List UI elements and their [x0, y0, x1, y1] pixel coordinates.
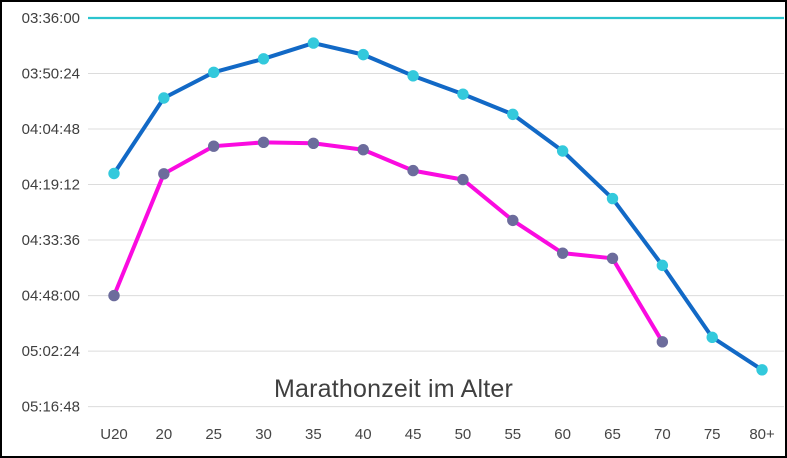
y-axis-tick-label: 04:04:48	[22, 121, 80, 138]
series_magenta-data-point	[158, 168, 170, 180]
x-axis-category-label: 65	[604, 426, 621, 443]
x-axis-category-label: 70	[654, 426, 671, 443]
y-axis-tick-label: 05:16:48	[22, 399, 80, 416]
series_blue-data-point	[158, 92, 170, 104]
y-axis-tick-label: 05:02:24	[22, 343, 80, 360]
y-axis-tick-label: 04:33:36	[22, 232, 80, 249]
series_blue-data-point	[407, 70, 419, 82]
series_blue-data-point	[756, 364, 768, 376]
x-axis-category-label: 30	[255, 426, 272, 443]
y-axis-tick-label: 04:48:00	[22, 288, 80, 305]
series_blue-data-point	[556, 145, 569, 157]
x-axis-category-label: 45	[405, 426, 422, 443]
y-axis-tick-label: 03:50:24	[22, 66, 80, 83]
y-axis-tick-label: 03:36:00	[22, 10, 80, 27]
x-axis-category-label: 55	[504, 426, 521, 443]
x-axis-category-label: 35	[305, 426, 322, 443]
series_blue-data-point	[457, 88, 469, 100]
x-axis-category-label: 25	[205, 426, 222, 443]
x-axis-category-label: 40	[355, 426, 372, 443]
series_magenta-data-point	[108, 289, 120, 302]
series_blue-data-point	[307, 37, 320, 49]
y-axis-tick-label: 04:19:12	[22, 177, 80, 194]
series_magenta-data-point	[507, 214, 519, 227]
series_magenta-data-point	[556, 247, 569, 259]
series_magenta-data-point	[457, 173, 469, 186]
series_magenta-data-point	[357, 144, 369, 156]
series_magenta-data-point	[257, 136, 270, 149]
series_blue-data-point	[108, 167, 120, 180]
x-axis-category-label: 60	[554, 426, 571, 443]
x-axis-category-label: 20	[156, 426, 173, 443]
series_blue-data-point	[208, 66, 220, 78]
x-axis-category-label: 75	[704, 426, 721, 443]
series_magenta-data-point	[606, 252, 619, 265]
series_magenta-data-point	[307, 137, 320, 149]
series_magenta-data-point	[208, 140, 220, 152]
x-axis-category-label: 50	[455, 426, 472, 443]
series_magenta-data-point	[407, 164, 419, 177]
series_magenta-data-point	[656, 336, 669, 348]
series_blue-data-point	[357, 48, 369, 61]
series_magenta-line	[112, 140, 665, 344]
series_blue-data-point	[656, 259, 669, 272]
series_blue-data-point	[606, 192, 619, 205]
series_blue-data-point	[257, 53, 270, 65]
x-axis-category-label: U20	[100, 426, 128, 443]
series_blue-line	[112, 41, 765, 372]
x-axis-category-label: 80+	[749, 426, 775, 443]
series_blue-data-point	[507, 108, 519, 121]
series_blue-data-point	[706, 331, 718, 344]
